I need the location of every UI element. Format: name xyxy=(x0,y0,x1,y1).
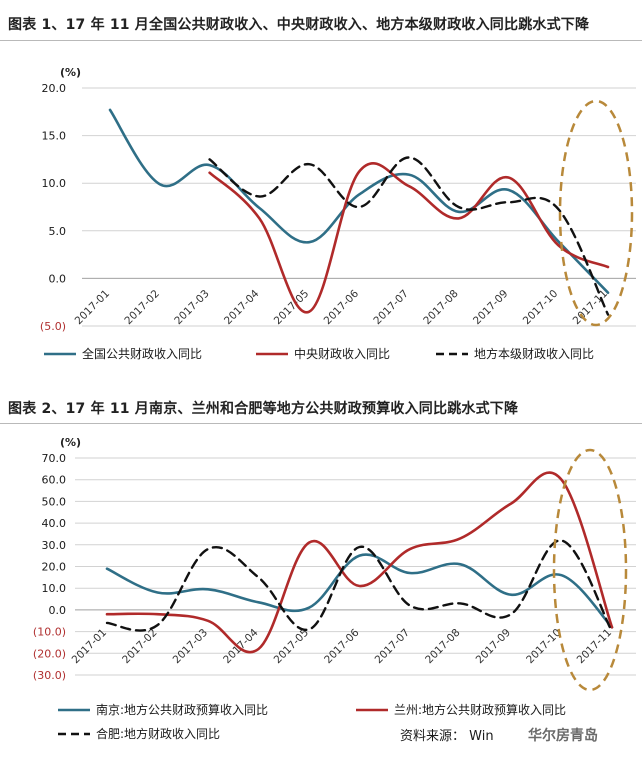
y-tick-label: (20.0) xyxy=(33,647,66,660)
legend-label: 全国公共财政收入同比 xyxy=(82,346,202,361)
title-divider xyxy=(0,40,642,41)
series-line-3 xyxy=(105,539,614,633)
x-tick-label: 2017-10 xyxy=(524,627,564,667)
y-tick-label: 20.0 xyxy=(42,561,67,574)
legend-label: 兰州:地方公共财政预算收入同比 xyxy=(394,702,566,717)
series-line-2 xyxy=(208,162,610,314)
y-tick-label: 0.0 xyxy=(49,604,67,617)
y-tick-label: 50.0 xyxy=(42,495,67,508)
x-tick-label: 2017-08 xyxy=(423,627,463,667)
legend-label: 南京:地方公共财政预算收入同比 xyxy=(96,702,268,717)
chart1-title: 图表 1、17 年 11 月全国公共财政收入、中央财政收入、地方本级财政收入同比… xyxy=(8,17,590,33)
series-line-3 xyxy=(208,156,610,316)
x-tick-label: 2017-06 xyxy=(322,626,362,666)
y-tick-label: (30.0) xyxy=(33,669,66,682)
watermark: 华尔房青岛 xyxy=(528,727,598,744)
x-tick-label: 2017-05 xyxy=(272,627,312,667)
y-tick-label: 30.0 xyxy=(42,539,67,552)
title-divider xyxy=(0,423,642,424)
y-tick-label: 5.0 xyxy=(49,225,67,238)
series-line-1 xyxy=(108,108,610,294)
x-tick-label: 2017-02 xyxy=(120,627,160,667)
y-tick-label: 15.0 xyxy=(42,130,67,143)
chart2-title: 图表 2、17 年 11 月南京、兰州和合肥等地方公共财政预算收入同比跳水式下降 xyxy=(8,401,519,417)
y-tick-label: 40.0 xyxy=(42,517,67,530)
legend-label: 合肥:地方财政收入同比 xyxy=(96,726,220,741)
highlight-ellipse xyxy=(558,99,634,327)
x-tick-label: 2017-01 xyxy=(70,627,110,667)
series-line-1 xyxy=(105,553,614,629)
legend-label: 地方本级财政收入同比 xyxy=(474,346,594,361)
series-line-2 xyxy=(105,471,614,654)
y-tick-label: (5.0) xyxy=(40,320,66,333)
highlight-ellipse xyxy=(552,448,628,692)
unit-label: (%) xyxy=(60,436,81,449)
legend-label: 中央财政收入同比 xyxy=(294,346,390,361)
y-tick-label: 10.0 xyxy=(42,177,67,190)
unit-label: (%) xyxy=(60,66,81,79)
x-tick-label: 2017-11 xyxy=(575,627,615,667)
y-tick-label: 0.0 xyxy=(49,272,67,285)
y-tick-label: 70.0 xyxy=(42,452,67,465)
y-tick-label: 10.0 xyxy=(42,582,67,595)
y-tick-label: 60.0 xyxy=(42,474,67,487)
y-tick-label: 20.0 xyxy=(42,82,67,95)
x-tick-label: 2017-07 xyxy=(373,627,413,667)
y-tick-label: (10.0) xyxy=(33,626,66,639)
x-tick-label: 2017-09 xyxy=(474,627,514,667)
source-note: 资料来源： Win xyxy=(400,729,494,744)
x-tick-label: 2017-03 xyxy=(171,627,211,667)
x-tick-label: 2017-04 xyxy=(221,626,261,666)
